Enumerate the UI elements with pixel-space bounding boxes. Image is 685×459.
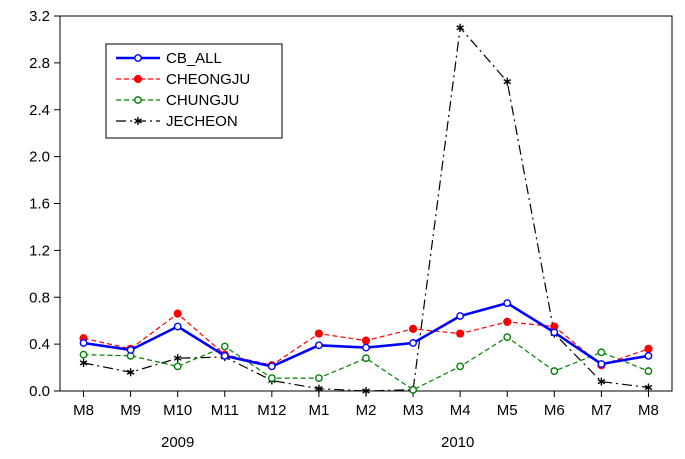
data-point xyxy=(503,77,512,86)
x-tick-label: M10 xyxy=(163,402,192,419)
x-tick-label: M3 xyxy=(403,402,424,419)
data-point xyxy=(315,341,323,350)
data-point xyxy=(456,329,465,338)
year-label: 2009 xyxy=(161,434,194,451)
y-tick-label: 2.8 xyxy=(29,55,50,72)
asterisk-stroke xyxy=(315,386,323,392)
data-point xyxy=(173,362,182,371)
data-point xyxy=(362,387,370,395)
data-point xyxy=(173,309,182,318)
legend-label: CB_ALL xyxy=(166,50,222,67)
axis-ticks: 0.00.40.81.21.62.02.42.83.2M8 M9 M10 M11 M12… xyxy=(29,8,659,451)
x-tick-label: M12 xyxy=(257,402,286,419)
year-label: 2010 xyxy=(441,434,474,451)
legend-label: JECHEON xyxy=(166,113,238,130)
y-tick-label: 1.6 xyxy=(29,196,50,213)
series-cb-all xyxy=(79,299,653,371)
data-point xyxy=(126,368,135,377)
x-tick-label: M1 xyxy=(309,402,330,419)
data-point xyxy=(456,23,464,32)
data-point xyxy=(644,344,653,353)
data-point xyxy=(550,367,559,375)
data-point xyxy=(409,339,417,347)
data-point xyxy=(79,350,88,359)
y-tick-label: 2.0 xyxy=(29,149,50,166)
legend-item: CB_ALL xyxy=(116,50,222,67)
x-tick-label: M11 xyxy=(211,402,239,419)
data-point xyxy=(503,299,512,308)
x-tick-label: M4 xyxy=(450,402,471,419)
legend: CB_ALL CHEONGJU CHUNGJU JECHEON xyxy=(105,43,283,139)
data-point xyxy=(220,342,229,351)
data-point xyxy=(550,328,559,337)
data-point xyxy=(503,317,512,326)
data-point xyxy=(315,374,323,383)
data-point xyxy=(362,354,370,363)
legend-item: CHEONGJU xyxy=(116,71,250,88)
asterisk-stroke xyxy=(644,384,653,391)
data-point xyxy=(644,367,653,375)
data-point xyxy=(79,358,88,367)
asterisk-stroke xyxy=(134,118,142,124)
y-tick-label: 0.0 xyxy=(29,383,50,400)
data-point xyxy=(644,383,653,392)
data-point xyxy=(315,384,323,393)
legend-marker xyxy=(133,74,143,84)
data-point xyxy=(456,362,465,371)
asterisk-stroke xyxy=(79,360,88,366)
y-tick-label: 0.4 xyxy=(29,336,50,353)
x-tick-label: M8 xyxy=(73,402,94,419)
asterisk-stroke xyxy=(362,388,370,394)
x-tick-label: M6 xyxy=(544,402,565,419)
legend-item: CHUNGJU xyxy=(116,92,239,109)
legend-marker xyxy=(134,96,142,104)
data-point xyxy=(173,322,182,331)
data-point xyxy=(173,354,182,363)
legend-marker xyxy=(134,117,142,125)
y-tick-label: 1.2 xyxy=(29,242,50,259)
x-tick-label: M7 xyxy=(591,402,612,419)
data-point xyxy=(409,385,417,394)
data-point xyxy=(408,324,418,333)
data-point xyxy=(362,343,370,352)
y-tick-label: 3.2 xyxy=(29,8,50,25)
series-lines xyxy=(79,23,653,395)
legend-label: CHEONGJU xyxy=(166,71,250,88)
data-point xyxy=(503,333,512,341)
data-point xyxy=(314,329,324,338)
data-point xyxy=(456,312,465,320)
asterisk-stroke xyxy=(126,369,135,375)
series-chungju xyxy=(79,333,653,394)
x-tick-label: M8 xyxy=(638,402,659,419)
x-tick-label: M9 xyxy=(120,402,141,419)
asterisk-stroke xyxy=(173,355,182,361)
asterisk-stroke xyxy=(456,25,464,31)
asterisk-stroke xyxy=(503,79,512,85)
x-tick-label: M2 xyxy=(356,402,377,419)
data-point xyxy=(597,360,606,368)
data-point xyxy=(267,362,276,371)
data-point xyxy=(597,377,606,386)
legend-marker xyxy=(134,54,142,62)
data-point xyxy=(644,351,653,360)
x-tick-label: M5 xyxy=(497,402,518,419)
data-point xyxy=(361,336,371,345)
data-point xyxy=(79,339,88,347)
y-tick-label: 0.8 xyxy=(29,289,50,306)
y-tick-label: 2.4 xyxy=(29,102,50,119)
data-point xyxy=(267,374,276,383)
legend-label: CHUNGJU xyxy=(166,92,239,109)
data-point xyxy=(220,351,229,360)
data-point xyxy=(597,348,606,357)
legend-item: JECHEON xyxy=(116,113,238,130)
data-point xyxy=(126,346,135,354)
asterisk-stroke xyxy=(597,379,606,385)
